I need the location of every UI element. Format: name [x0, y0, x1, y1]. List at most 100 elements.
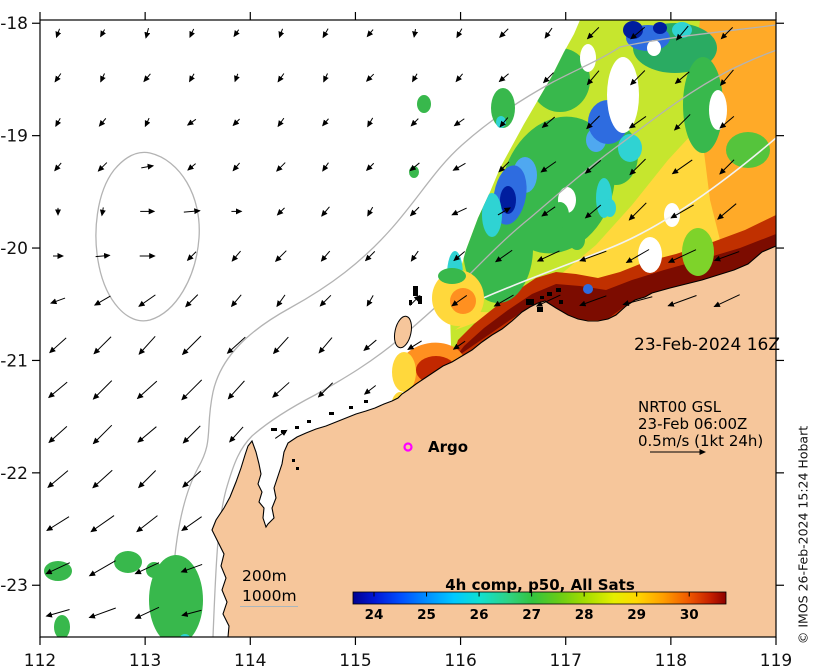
current-arrow — [717, 203, 737, 220]
current-arrow — [55, 28, 62, 39]
depth-legend: 200m 1000m — [242, 566, 297, 606]
current-arrow — [498, 73, 509, 83]
sst-scatter-patch — [569, 230, 585, 250]
island-speck — [329, 412, 334, 415]
current-arrow — [320, 250, 331, 262]
current-arrow — [407, 340, 422, 350]
island-speck — [292, 459, 295, 462]
colorbar-title: 4h comp, p50, All Sats — [445, 576, 635, 594]
sst-patch — [638, 237, 662, 273]
island-speck — [295, 426, 299, 429]
current-arrow — [323, 73, 329, 83]
current-arrow — [674, 71, 690, 85]
current-arrow — [278, 28, 285, 39]
current-arrow — [49, 337, 67, 354]
sst-scatter-patch — [450, 288, 476, 314]
current-arrow — [628, 202, 647, 221]
current-arrow — [45, 562, 70, 575]
current-arrow — [183, 208, 201, 215]
current-arrow — [366, 29, 374, 38]
current-arrow — [540, 161, 557, 173]
current-arrow — [628, 116, 647, 129]
map-content: 24 25 26 27 28 29 30 — [40, 20, 776, 637]
plot-frame — [39, 19, 777, 638]
sst-scatter-patch — [44, 561, 72, 581]
current-arrow — [365, 73, 375, 82]
current-arrow — [226, 336, 246, 354]
current-arrow — [321, 206, 330, 217]
current-arrow — [367, 117, 374, 128]
current-arrow — [97, 162, 108, 172]
bathymetry-contour — [169, 24, 776, 637]
current-arrow — [189, 73, 195, 83]
current-arrow — [586, 70, 600, 86]
current-arrow — [630, 26, 646, 40]
current-arrow — [625, 249, 650, 263]
current-arrow — [276, 207, 285, 216]
current-arrow — [719, 116, 735, 129]
current-arrow — [494, 249, 513, 263]
coastline — [211, 245, 776, 637]
current-arrow — [317, 382, 334, 398]
current-arrow — [144, 117, 151, 128]
current-arrow — [93, 336, 112, 355]
current-arrow — [719, 159, 735, 175]
current-arrow — [541, 116, 556, 128]
bathymetry-contour — [95, 151, 200, 322]
island-speck — [556, 288, 561, 292]
reference-speed-label: 0.5m/s (1kt 24h) — [638, 432, 764, 450]
current-arrow — [55, 118, 62, 127]
current-arrow — [186, 251, 197, 261]
sst-scatter-patch — [551, 202, 569, 228]
island-speck — [537, 307, 543, 312]
sst-scatter-patch — [417, 95, 431, 113]
colorbar-tick-label: 24 — [365, 607, 384, 623]
current-arrow — [274, 429, 288, 439]
current-arrow — [451, 295, 468, 307]
colorbar-tick-label: 25 — [417, 607, 436, 623]
sst-scatter-patch — [149, 555, 203, 637]
current-arrow — [181, 516, 202, 532]
current-arrow — [48, 425, 68, 444]
current-arrow — [274, 250, 287, 263]
date-stamp-label: 23-Feb-2024 16Z — [634, 335, 780, 355]
current-arrow — [318, 337, 333, 354]
y-tick-label: -23 — [0, 576, 28, 596]
current-arrow — [100, 73, 106, 83]
current-arrow — [535, 294, 561, 307]
x-tick-label: 117 — [549, 651, 581, 671]
sst-patch — [482, 193, 502, 237]
current-arrow — [452, 162, 466, 171]
current-arrow — [230, 294, 242, 308]
current-arrow — [137, 426, 157, 443]
island-speck — [409, 300, 412, 305]
sst-patch — [683, 57, 723, 153]
current-arrow — [456, 28, 463, 39]
argo-label: Argo — [428, 438, 469, 456]
y-tick-label: -21 — [0, 351, 28, 371]
current-arrow — [671, 159, 693, 175]
island — [393, 315, 413, 349]
current-arrow — [453, 118, 465, 127]
y-tick-label: -18 — [0, 14, 28, 34]
current-arrow — [453, 251, 466, 262]
current-arrow — [272, 382, 290, 398]
current-arrow — [272, 336, 289, 355]
current-arrow — [364, 251, 376, 262]
current-arrow — [180, 563, 203, 573]
sst-scatter-patch — [146, 562, 162, 578]
current-arrow — [98, 118, 107, 127]
current-arrow — [412, 28, 419, 38]
current-arrow — [186, 118, 197, 126]
model-name-label: NRT00 GSL — [638, 398, 722, 416]
current-arrow — [143, 73, 151, 83]
current-arrow — [497, 207, 511, 216]
current-arrow — [181, 335, 202, 356]
model-annotation: NRT00 GSL 23-Feb 06:00Z 0.5m/s (1kt 24h) — [638, 399, 763, 450]
island-speck — [296, 467, 299, 470]
copyright-vertical-label: © IMOS 26-Feb-2024 15:24 Hobart — [795, 425, 811, 645]
current-arrow — [451, 207, 467, 216]
sst-patch — [618, 134, 642, 162]
current-arrow — [363, 385, 377, 395]
